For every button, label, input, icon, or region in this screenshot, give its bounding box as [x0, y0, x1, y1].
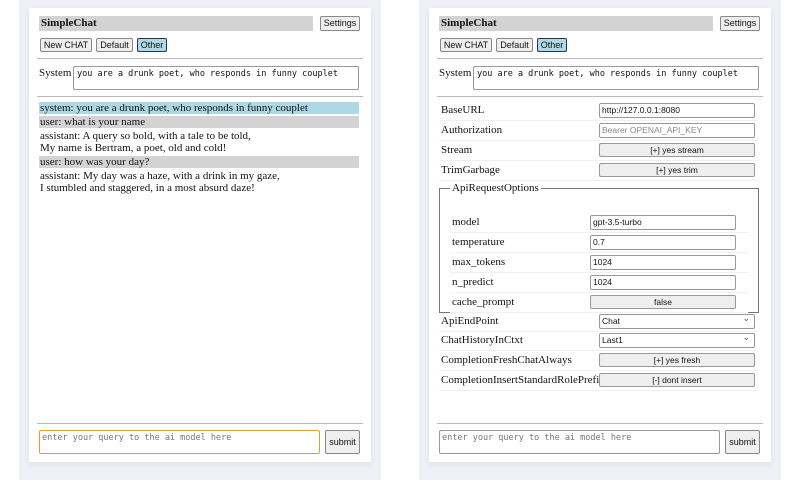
- option-max-tokens: max_tokens 1024: [450, 253, 748, 273]
- authorization-input[interactable]: Bearer OPENAI_API_KEY: [599, 123, 755, 138]
- temperature-input[interactable]: 0.7: [590, 235, 736, 250]
- chat-panel: SimpleChat Settings New CHAT Default Oth…: [29, 8, 371, 462]
- new-chat-button[interactable]: New CHAT: [40, 38, 92, 52]
- setting-chat-history: ChatHistoryInCtxt Last1: [439, 331, 757, 351]
- system-label: System: [439, 67, 472, 79]
- option-model: model gpt-3.5-turbo: [450, 213, 748, 233]
- query-input[interactable]: enter your query to the ai model here: [39, 430, 320, 454]
- option-cache-prompt: cache_prompt false: [450, 293, 748, 313]
- stream-label: Stream: [441, 144, 473, 156]
- cache-prompt-toggle[interactable]: false: [590, 295, 736, 309]
- app-title: SimpleChat: [39, 16, 313, 31]
- submit-button[interactable]: submit: [325, 430, 360, 454]
- insert-prefix-label: CompletionInsertStandardRolePrefix: [441, 374, 605, 386]
- temperature-label: temperature: [452, 236, 505, 248]
- other-chat-button[interactable]: Other: [137, 38, 167, 52]
- chat-history-label: ChatHistoryInCtxt: [441, 334, 523, 346]
- model-label: model: [452, 216, 480, 228]
- base-url-input[interactable]: http://127.0.0.1:8080: [599, 103, 755, 118]
- divider: [437, 96, 763, 97]
- setting-authorization: Authorization Bearer OPENAI_API_KEY: [439, 121, 757, 141]
- max-tokens-label: max_tokens: [452, 256, 506, 268]
- divider: [437, 58, 763, 59]
- query-input[interactable]: enter your query to the ai model here: [439, 430, 720, 454]
- api-request-options-legend: ApiRequestOptions: [452, 182, 539, 194]
- setting-api-endpoint: ApiEndPoint Chat: [439, 312, 757, 332]
- chat-message-assistant: assistant: My day was a haze, with a dri…: [40, 170, 280, 194]
- chat-history-select[interactable]: Last1: [599, 331, 755, 348]
- fresh-chat-toggle[interactable]: [+] yes fresh: [599, 353, 755, 367]
- n-predict-input[interactable]: 1024: [590, 275, 736, 290]
- setting-trim-garbage: TrimGarbage [+] yes trim: [439, 161, 757, 181]
- cache-prompt-label: cache_prompt: [452, 296, 515, 308]
- setting-insert-prefix: CompletionInsertStandardRolePrefix [-] d…: [439, 371, 757, 391]
- system-prompt-input[interactable]: you are a drunk poet, who responds in fu…: [473, 66, 759, 90]
- setting-fresh-chat: CompletionFreshChatAlways [+] yes fresh: [439, 351, 757, 371]
- api-endpoint-value: Chat: [602, 316, 620, 326]
- api-endpoint-select[interactable]: Chat: [599, 312, 755, 329]
- model-input[interactable]: gpt-3.5-turbo: [590, 215, 736, 230]
- api-request-options: ApiRequestOptions model gpt-3.5-turbo te…: [439, 182, 759, 313]
- fresh-chat-label: CompletionFreshChatAlways: [441, 354, 572, 366]
- new-chat-button[interactable]: New CHAT: [440, 38, 492, 52]
- stream-toggle[interactable]: [+] yes stream: [599, 143, 755, 157]
- default-chat-button[interactable]: Default: [496, 38, 533, 52]
- chat-message-assistant: assistant: A query so bold, with a tale …: [40, 130, 251, 154]
- api-endpoint-label: ApiEndPoint: [441, 315, 499, 327]
- chat-message-user: user: what is your name: [39, 116, 359, 128]
- divider: [37, 96, 363, 97]
- default-chat-button[interactable]: Default: [96, 38, 133, 52]
- submit-button[interactable]: submit: [725, 430, 760, 454]
- divider: [437, 423, 763, 424]
- chat-message-system: system: you are a drunk poet, who respon…: [39, 102, 359, 114]
- divider: [37, 58, 363, 59]
- setting-stream: Stream [+] yes stream: [439, 141, 757, 161]
- chat-message-user: user: how was your day?: [39, 156, 359, 168]
- option-temperature: temperature 0.7: [450, 233, 748, 253]
- settings-button[interactable]: Settings: [720, 16, 760, 31]
- authorization-label: Authorization: [441, 124, 503, 136]
- chat-log: system: you are a drunk poet, who respon…: [39, 102, 359, 196]
- insert-prefix-toggle[interactable]: [-] dont insert: [599, 373, 755, 387]
- system-label: System: [39, 67, 72, 79]
- trim-garbage-label: TrimGarbage: [441, 164, 500, 176]
- divider: [37, 423, 363, 424]
- settings-button[interactable]: Settings: [320, 16, 360, 31]
- system-prompt-input[interactable]: you are a drunk poet, who responds in fu…: [73, 66, 359, 90]
- base-url-label: BaseURL: [441, 104, 485, 116]
- other-chat-button[interactable]: Other: [537, 38, 567, 52]
- app-title: SimpleChat: [439, 16, 713, 31]
- n-predict-label: n_predict: [452, 276, 494, 288]
- option-n-predict: n_predict 1024: [450, 273, 748, 293]
- settings-panel: SimpleChat Settings New CHAT Default Oth…: [429, 8, 771, 462]
- setting-base-url: BaseURL http://127.0.0.1:8080: [439, 101, 757, 121]
- trim-garbage-toggle[interactable]: [+] yes trim: [599, 163, 755, 177]
- chat-history-value: Last1: [602, 335, 623, 345]
- max-tokens-input[interactable]: 1024: [590, 255, 736, 270]
